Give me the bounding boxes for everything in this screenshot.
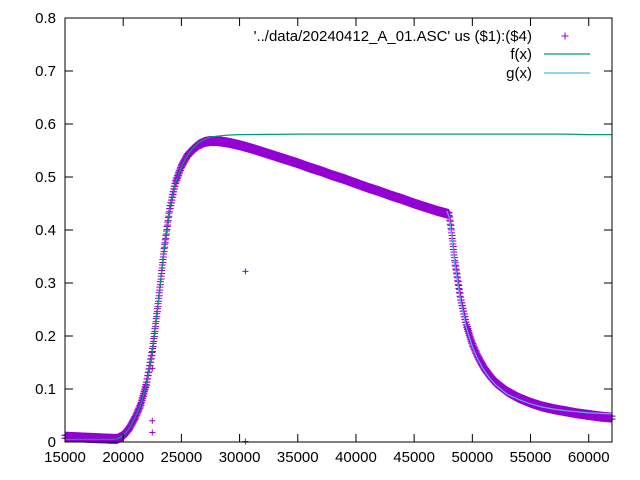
x-tick-label: 35000 [277, 449, 319, 466]
y-tick-label: 0.4 [35, 222, 56, 239]
x-tick-label: 60000 [568, 449, 610, 466]
x-tick-label: 20000 [102, 449, 144, 466]
y-tick-label: 0.2 [35, 328, 56, 345]
y-tick-label: 0.7 [35, 63, 56, 80]
series-f-line [65, 133, 612, 440]
y-tick-label: 0 [48, 434, 56, 451]
data-point-outlier [149, 417, 156, 424]
data-point-outlier [149, 429, 156, 436]
legend-entry-g: g(x) [506, 65, 590, 82]
data-point-outlier [242, 268, 249, 275]
x-tick-label: 50000 [451, 449, 493, 466]
x-tick-label: 55000 [510, 449, 552, 466]
legend-plus-symbol [561, 32, 569, 40]
x-tick-label: 25000 [161, 449, 203, 466]
y-tick-label: 0.5 [35, 169, 56, 186]
legend-symbol-data [561, 32, 569, 40]
x-tick-label: 15000 [44, 449, 86, 466]
legend-entry-f: f(x) [510, 46, 590, 63]
legend-label-data: '../data/20240412_A_01.ASC' us ($1):($4) [254, 28, 532, 45]
series-g-line [446, 210, 613, 415]
y-tick-label: 0.1 [35, 381, 56, 398]
ticks-layer: 15000 20000 25000 30000 35000 40000 45000 50000… [35, 10, 612, 466]
legend-entry-data: '../data/20240412_A_01.ASC' us ($1):($4) [254, 28, 569, 45]
x-tick-label: 45000 [393, 449, 435, 466]
data-point-outlier [242, 438, 249, 445]
legend-label-g: g(x) [506, 65, 532, 82]
data-point-outlier [149, 365, 156, 372]
x-tick-label: 30000 [219, 449, 261, 466]
y-tick-label: 0.3 [35, 275, 56, 292]
legend-label-f: f(x) [510, 46, 532, 63]
x-tick-label: 40000 [335, 449, 377, 466]
legend: '../data/20240412_A_01.ASC' us ($1):($4)… [254, 28, 590, 82]
marks-layer [61, 133, 616, 445]
y-tick-label: 0.6 [35, 116, 56, 133]
y-tick-label: 0.8 [35, 10, 56, 27]
